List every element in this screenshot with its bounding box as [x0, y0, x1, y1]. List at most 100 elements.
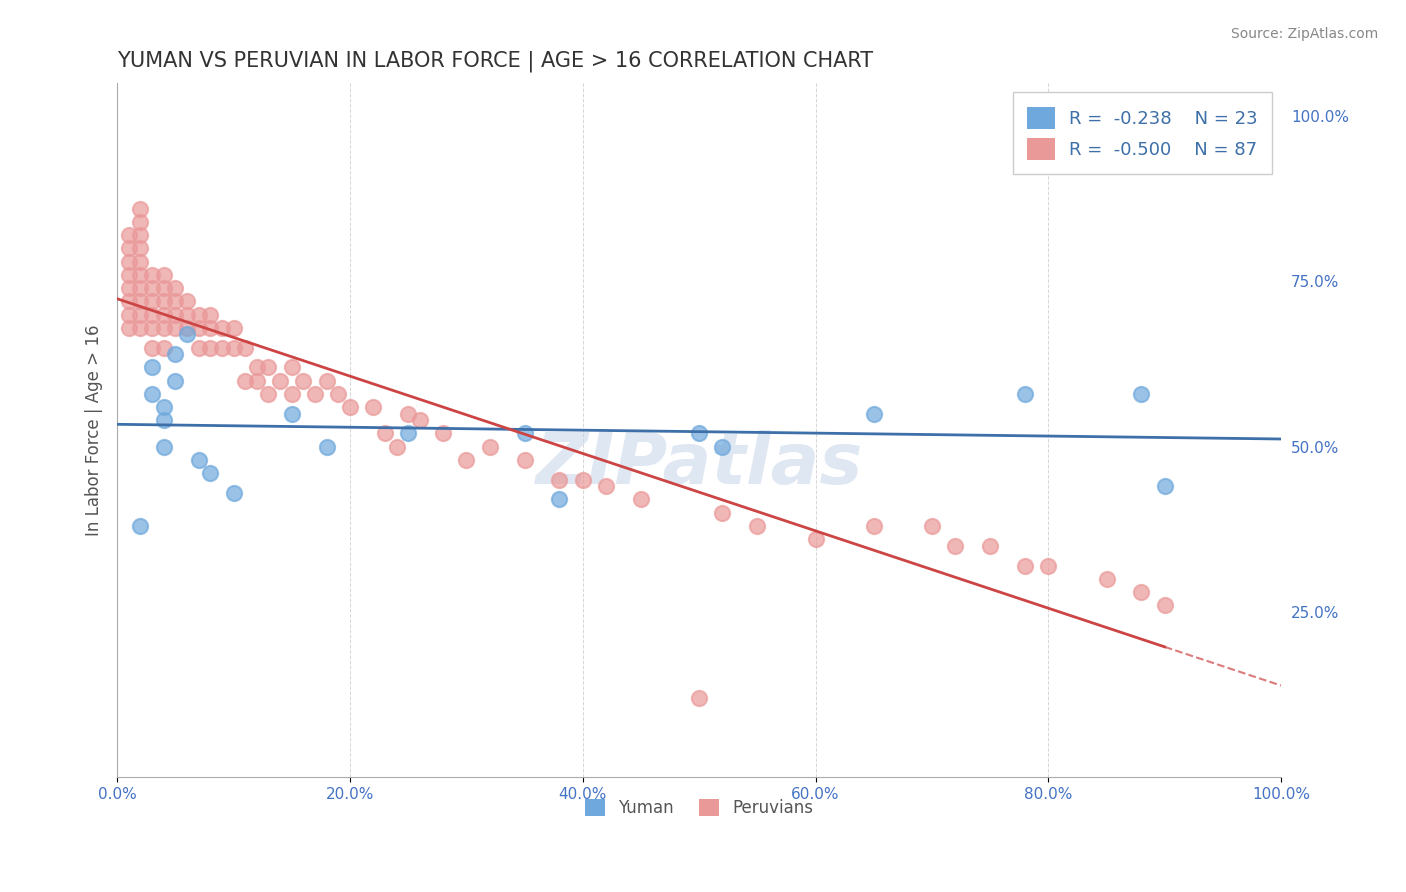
Point: [152, 294, 174, 309]
Point: [943, 539, 966, 553]
Text: ZIPatlas: ZIPatlas: [536, 430, 863, 500]
Point: [118, 228, 141, 243]
Point: [152, 413, 174, 427]
Point: [361, 400, 384, 414]
Point: [233, 374, 256, 388]
Point: [152, 400, 174, 414]
Point: [548, 492, 571, 507]
Point: [152, 341, 174, 355]
Point: [187, 453, 209, 467]
Point: [141, 281, 163, 295]
Point: [456, 453, 478, 467]
Point: [1130, 386, 1153, 401]
Point: [165, 347, 187, 361]
Point: [711, 506, 734, 520]
Point: [141, 294, 163, 309]
Point: [141, 341, 163, 355]
Point: [513, 453, 536, 467]
Point: [281, 386, 304, 401]
Point: [141, 386, 163, 401]
Point: [396, 426, 419, 441]
Point: [747, 519, 769, 533]
Point: [152, 281, 174, 295]
Point: [315, 440, 337, 454]
Point: [222, 320, 245, 334]
Point: [246, 374, 269, 388]
Point: [200, 466, 222, 480]
Point: [396, 407, 419, 421]
Point: [630, 492, 652, 507]
Point: [211, 341, 233, 355]
Point: [152, 440, 174, 454]
Legend: Yuman, Peruvians: Yuman, Peruvians: [578, 792, 820, 824]
Point: [921, 519, 943, 533]
Point: [152, 268, 174, 282]
Point: [200, 341, 222, 355]
Point: [118, 242, 141, 256]
Point: [129, 308, 152, 322]
Point: [979, 539, 1001, 553]
Point: [711, 440, 734, 454]
Point: [187, 308, 209, 322]
Point: [233, 341, 256, 355]
Point: [315, 374, 337, 388]
Point: [118, 268, 141, 282]
Point: [281, 407, 304, 421]
Point: [211, 320, 233, 334]
Point: [129, 242, 152, 256]
Point: [200, 308, 222, 322]
Point: [222, 486, 245, 500]
Point: [176, 308, 198, 322]
Point: [513, 426, 536, 441]
Point: [129, 228, 152, 243]
Point: [165, 281, 187, 295]
Point: [118, 254, 141, 268]
Point: [862, 407, 884, 421]
Point: [165, 294, 187, 309]
Point: [176, 294, 198, 309]
Point: [1038, 558, 1060, 573]
Point: [129, 268, 152, 282]
Point: [152, 308, 174, 322]
Point: [246, 360, 269, 375]
Point: [118, 294, 141, 309]
Point: [222, 341, 245, 355]
Point: [129, 294, 152, 309]
Point: [688, 690, 710, 705]
Point: [1014, 558, 1036, 573]
Point: [1130, 585, 1153, 599]
Point: [129, 254, 152, 268]
Point: [129, 215, 152, 229]
Point: [595, 479, 617, 493]
Point: [176, 320, 198, 334]
Point: [548, 473, 571, 487]
Point: [165, 374, 187, 388]
Point: [804, 532, 827, 546]
Point: [141, 320, 163, 334]
Point: [292, 374, 315, 388]
Point: [118, 281, 141, 295]
Point: [571, 473, 593, 487]
Y-axis label: In Labor Force | Age > 16: In Labor Force | Age > 16: [86, 325, 103, 536]
Point: [118, 308, 141, 322]
Point: [165, 308, 187, 322]
Point: [374, 426, 396, 441]
Point: [141, 360, 163, 375]
Point: [141, 268, 163, 282]
Point: [187, 320, 209, 334]
Point: [1095, 572, 1118, 586]
Point: [129, 320, 152, 334]
Point: [1153, 598, 1175, 612]
Point: [118, 320, 141, 334]
Point: [478, 440, 501, 454]
Point: [385, 440, 408, 454]
Point: [165, 320, 187, 334]
Point: [129, 202, 152, 216]
Text: Source: ZipAtlas.com: Source: ZipAtlas.com: [1230, 27, 1378, 41]
Point: [862, 519, 884, 533]
Point: [328, 386, 350, 401]
Point: [339, 400, 361, 414]
Point: [432, 426, 454, 441]
Point: [187, 341, 209, 355]
Text: YUMAN VS PERUVIAN IN LABOR FORCE | AGE > 16 CORRELATION CHART: YUMAN VS PERUVIAN IN LABOR FORCE | AGE >…: [117, 51, 873, 72]
